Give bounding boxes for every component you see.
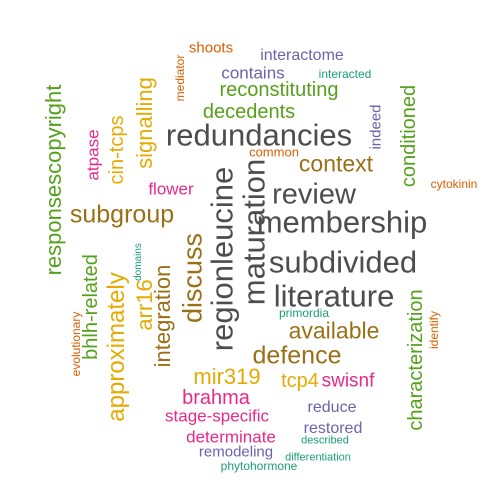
word-common: common [249, 144, 299, 160]
word-reduce: reduce [307, 399, 357, 416]
word-decedents: decedents [202, 101, 296, 123]
word-regionleucine: regionleucine [204, 166, 240, 352]
word-differentiation: differentiation [285, 451, 351, 464]
word-shoots: shoots [188, 39, 234, 57]
word-restored: restored [303, 420, 363, 437]
word-contains: contains [221, 63, 285, 83]
word-domains: domains [133, 243, 144, 281]
word-conditioned: conditioned [398, 84, 420, 188]
word-phytohormone: phytohormone [220, 459, 298, 473]
word-cytokinin: cytokinin [430, 177, 478, 191]
word-tcp4: tcp4 [281, 370, 319, 392]
word-maturation: maturation [236, 158, 272, 306]
word-flower: flower [148, 179, 194, 199]
word-remodeling: remodeling [198, 443, 274, 461]
word-defence: defence [252, 341, 342, 370]
word-evolutionary: evolutionary [69, 311, 83, 377]
word-arr16: arr16 [132, 279, 157, 331]
word-stage-specific: stage-specific [165, 406, 269, 426]
word-cin-tcps: cin-tcps [106, 115, 128, 185]
word-identify: identify [427, 310, 441, 350]
word-interacted: interacted [318, 67, 372, 81]
word-approximately: approximately [103, 272, 130, 422]
word-signalling: signalling [132, 77, 157, 169]
word-discuss: discuss [177, 232, 208, 324]
word-described: described [301, 434, 349, 447]
word-brahma: brahma [182, 387, 250, 409]
word-subgroup: subgroup [69, 200, 175, 229]
word-determinate: determinate [186, 427, 276, 447]
word-atpase: atpase [83, 129, 103, 181]
word-literature: literature [273, 278, 395, 314]
word-review: review [272, 178, 356, 211]
word-mediator: mediator [173, 54, 187, 102]
word-characterization: characterization [405, 289, 427, 431]
word-indeed: indeed [367, 104, 385, 150]
word-mir319: mir319 [193, 364, 261, 389]
word-reconstituting: reconstituting [219, 79, 339, 101]
word-primordia: primordia [278, 306, 330, 320]
word-subdivided: subdivided [268, 244, 418, 280]
word-responsescopyright: responsescopyright [41, 84, 66, 276]
word-bhlh-related: bhlh-related [80, 254, 102, 360]
word-membership: membership [256, 204, 428, 240]
word-context: context [298, 150, 374, 177]
word-redundancies: redundancies [165, 117, 353, 153]
word-available: available [288, 317, 380, 344]
word-swisnf: swisnf [321, 370, 375, 392]
word-interactome: interactome [260, 47, 344, 64]
